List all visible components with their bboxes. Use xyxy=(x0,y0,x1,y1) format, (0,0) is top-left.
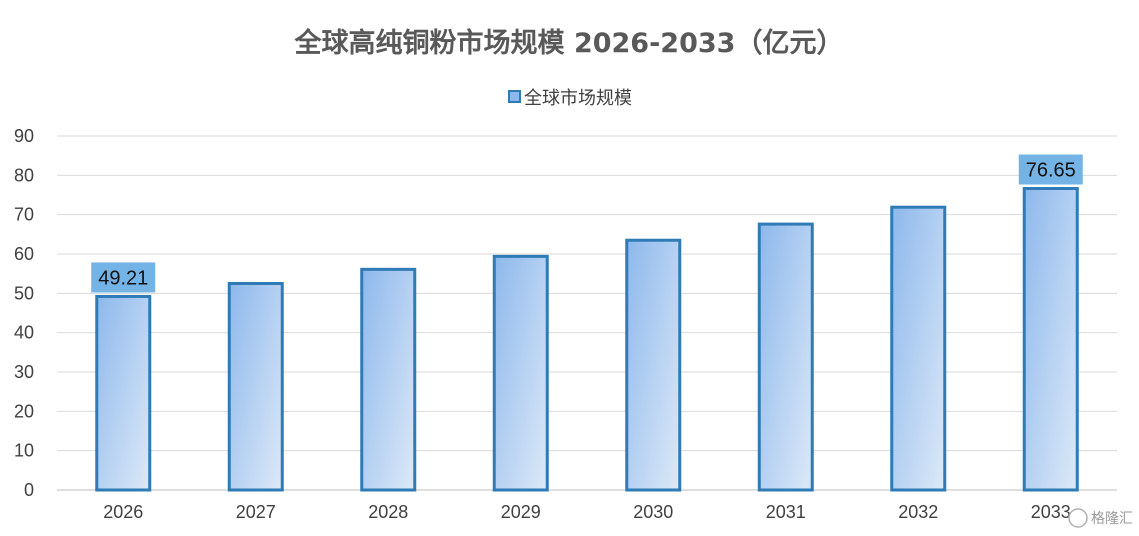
y-tick-label: 90 xyxy=(14,126,34,146)
watermark-text: 格隆汇 xyxy=(1091,511,1133,527)
bar xyxy=(757,222,814,492)
data-label: 76.65 xyxy=(1026,160,1076,182)
y-tick-label: 70 xyxy=(14,205,34,225)
bar xyxy=(1022,187,1079,492)
x-tick-label: 2027 xyxy=(236,502,276,522)
bar xyxy=(227,282,284,492)
y-tick-label: 60 xyxy=(14,244,34,264)
data-label-box xyxy=(91,262,156,293)
y-tick-label: 50 xyxy=(14,283,34,303)
legend-swatch xyxy=(508,90,521,103)
legend: 全球市场规模 xyxy=(508,88,632,109)
y-axis-ticks: 0 10 20 30 40 50 60 70 80 90 xyxy=(14,126,34,500)
y-tick-label: 40 xyxy=(14,323,34,343)
watermark-logo-icon xyxy=(1068,508,1088,528)
y-tick-label: 20 xyxy=(14,401,34,421)
gridlines xyxy=(57,135,1117,491)
bar xyxy=(492,254,549,492)
data-label: 49.21 xyxy=(98,267,148,289)
y-tick-label: 30 xyxy=(14,362,34,382)
bar xyxy=(360,267,417,492)
data-label-box xyxy=(1018,154,1083,185)
x-tick-label: 2029 xyxy=(501,502,541,522)
x-axis-ticks: 2026 2027 2028 2029 2030 2031 2032 2033 xyxy=(103,502,1071,522)
x-tick-label: 2032 xyxy=(898,502,938,522)
bar xyxy=(890,205,947,492)
legend-label: 全球市场规模 xyxy=(524,88,632,109)
x-tick-label: 2033 xyxy=(1031,502,1071,522)
bar xyxy=(625,238,682,492)
y-tick-label: 0 xyxy=(24,480,34,500)
bars xyxy=(95,187,1079,492)
y-tick-label: 10 xyxy=(14,441,34,461)
x-tick-label: 2031 xyxy=(766,502,806,522)
watermark: 格隆汇 xyxy=(1068,508,1133,528)
data-labels: 49.21 76.65 xyxy=(91,154,1083,293)
bar xyxy=(95,294,152,492)
x-tick-label: 2028 xyxy=(368,502,408,522)
x-tick-label: 2030 xyxy=(633,502,673,522)
x-tick-label: 2026 xyxy=(103,502,143,522)
y-tick-label: 80 xyxy=(14,165,34,185)
chart-title: 全球高纯铜粉市场规模 2026-2033（亿元） xyxy=(294,27,844,59)
